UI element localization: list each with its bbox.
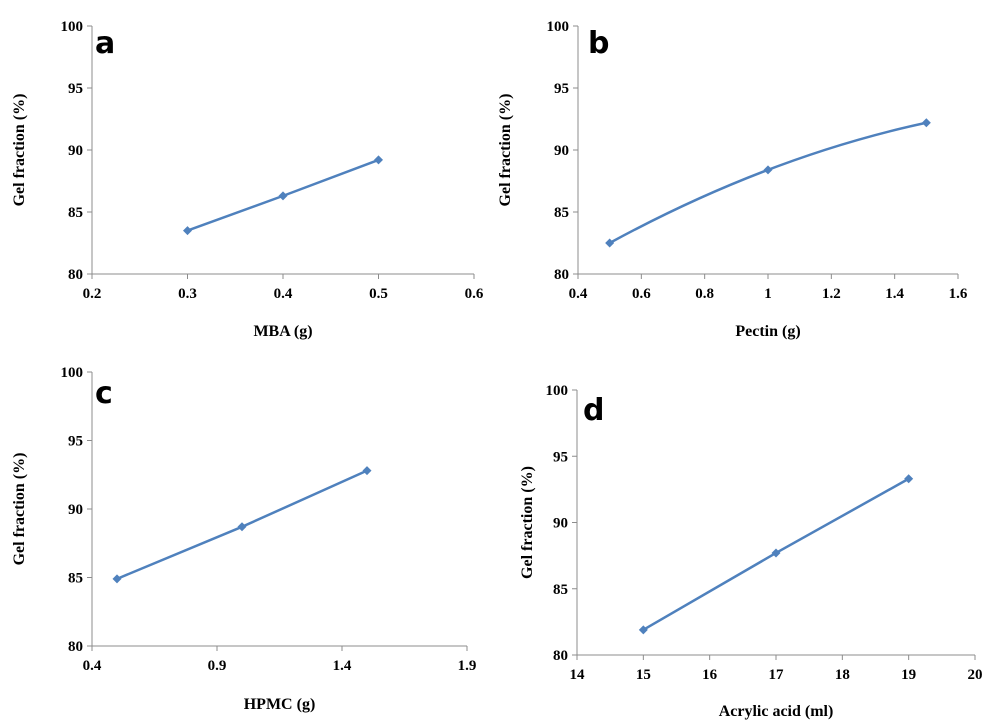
x-tick-label: 17	[769, 667, 785, 683]
panel-a: 80 85 90 95 100 0.2 0.3 0.4 0.5 0.6 MBA (g) Gel fra…	[11, 19, 484, 340]
panel-d: 80 85 90 95 100 14 15 16 17 18 19 20 Acrylic acid (m…	[519, 383, 983, 720]
data-point	[921, 118, 931, 128]
x-tick-label: 1.4	[885, 286, 904, 302]
y-tick-label: 95	[553, 449, 568, 465]
x-tick-label: 0.9	[208, 658, 227, 674]
x-tick-label: 14	[570, 667, 586, 683]
panel-label: c	[95, 376, 113, 411]
x-tick-label: 18	[835, 667, 850, 683]
x-tick-label: 16	[702, 667, 718, 683]
y-tick-label: 85	[68, 205, 83, 221]
data-point	[183, 226, 192, 236]
x-tick-label: 0.3	[178, 286, 197, 302]
panel-b: 80 85 90 95 100 0.4 0.6 0.8 1 1.2 1.4 1.6 Pectin (g)…	[497, 19, 968, 340]
y-tick-label: 85	[553, 582, 568, 598]
y-tick-label: 80	[553, 648, 568, 664]
x-tick-label: 20	[968, 667, 983, 683]
x-axis-title: Pectin (g)	[735, 323, 800, 340]
x-tick-label: 0.4	[274, 286, 293, 302]
x-tick-label: 15	[636, 667, 651, 683]
y-tick-label: 95	[68, 81, 83, 97]
y-tick-label: 100	[546, 383, 569, 399]
panel-c: 80 85 90 95 100 0.4 0.9 1.4 1.9 HPMC (g) Gel fract…	[11, 365, 476, 713]
y-tick-label: 90	[554, 143, 569, 159]
x-tick-label: 0.4	[83, 658, 102, 674]
y-tick-label: 85	[554, 205, 569, 221]
data-point	[638, 625, 648, 635]
x-axis-title: MBA (g)	[253, 323, 312, 340]
x-tick-label: 1	[764, 286, 772, 302]
data-point	[278, 191, 288, 201]
y-axis-title: Gel fraction (%)	[11, 94, 28, 207]
x-tick-label: 0.5	[369, 286, 388, 302]
y-tick-label: 80	[554, 267, 569, 283]
data-point	[771, 548, 781, 558]
data-point	[763, 165, 773, 175]
x-tick-label: 0.8	[695, 286, 714, 302]
series-line	[609, 121, 927, 245]
y-axis-title: Gel fraction (%)	[497, 94, 514, 207]
x-tick-label: 0.4	[569, 286, 588, 302]
y-tick-label: 100	[547, 19, 570, 35]
data-point	[374, 155, 383, 165]
data-point	[237, 522, 247, 532]
x-axis-title: Acrylic acid (ml)	[719, 703, 834, 720]
y-axis-title: Gel fraction (%)	[519, 466, 536, 579]
y-tick-label: 85	[68, 571, 83, 587]
y-tick-label: 90	[68, 502, 83, 518]
data-point	[362, 466, 372, 476]
x-tick-label: 1.2	[822, 286, 841, 302]
panel-label: d	[583, 393, 604, 428]
y-tick-label: 100	[61, 365, 84, 381]
x-tick-label: 1.4	[333, 658, 352, 674]
x-tick-label: 0.2	[83, 286, 102, 302]
y-tick-label: 90	[68, 143, 83, 159]
x-tick-label: 0.6	[632, 286, 651, 302]
x-axis-title: HPMC (g)	[244, 696, 316, 713]
x-tick-label: 1.6	[949, 286, 968, 302]
y-tick-label: 80	[68, 639, 83, 655]
y-tick-label: 95	[68, 434, 83, 450]
data-point	[605, 238, 615, 248]
y-tick-label: 95	[554, 81, 569, 97]
x-tick-label: 1.9	[458, 658, 477, 674]
y-tick-label: 80	[68, 267, 83, 283]
data-point	[904, 474, 914, 484]
panel-label: a	[95, 26, 115, 61]
y-axis-title: Gel fraction (%)	[11, 453, 28, 566]
y-tick-label: 100	[61, 19, 84, 35]
data-point	[112, 574, 122, 584]
x-tick-label: 0.6	[465, 286, 484, 302]
panel-label: b	[588, 26, 609, 61]
y-tick-label: 90	[553, 516, 568, 532]
x-tick-label: 19	[901, 667, 916, 683]
